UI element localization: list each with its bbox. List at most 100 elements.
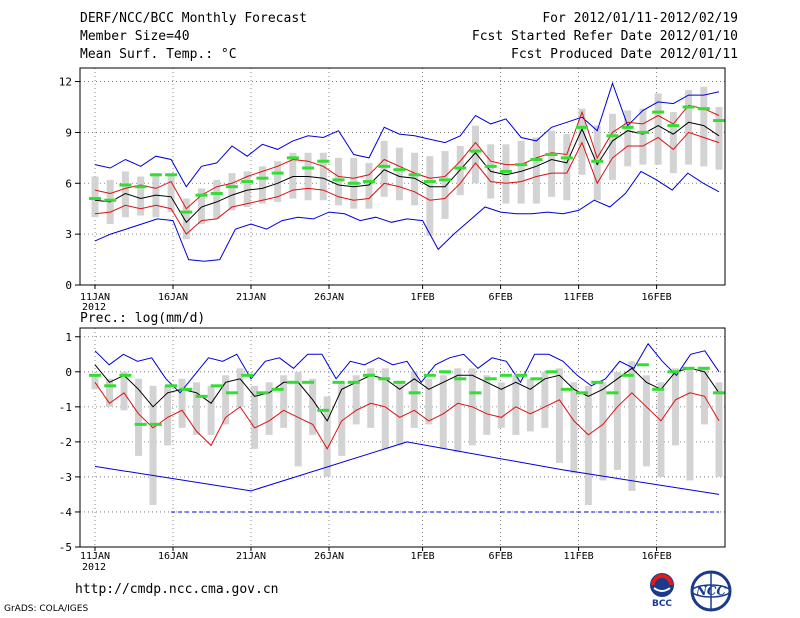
y-tick-label: 6 xyxy=(65,177,72,190)
median-marker xyxy=(332,178,345,182)
median-marker xyxy=(180,210,193,214)
median-marker xyxy=(195,394,208,398)
ensemble-box xyxy=(439,375,447,449)
median-marker xyxy=(697,366,710,370)
median-marker xyxy=(423,373,436,377)
ensemble-box xyxy=(164,385,172,446)
y-tick-label: -3 xyxy=(59,471,72,484)
x-tick-label: 11JAN xyxy=(80,292,110,303)
ensemble-box xyxy=(167,173,175,213)
bcc-logo-text: BCC xyxy=(652,599,672,609)
median-marker xyxy=(469,149,482,153)
max-line xyxy=(94,170,720,262)
median-marker xyxy=(545,370,558,374)
ensemble-box xyxy=(198,188,206,224)
x-tick-label: 1FEB xyxy=(411,292,435,303)
ensemble-box xyxy=(541,371,549,428)
median-marker xyxy=(713,119,725,123)
ensemble-box xyxy=(294,371,302,467)
precip-panel-title: Prec.: log(mm/d) xyxy=(80,311,205,326)
plot-frame xyxy=(79,327,726,548)
x-tick-label: 11FEB xyxy=(564,551,594,562)
median-marker xyxy=(195,193,208,197)
ensemble-box xyxy=(628,361,636,491)
median-marker xyxy=(697,107,710,111)
median-marker xyxy=(408,173,421,177)
ensemble-box xyxy=(178,378,186,428)
median-marker xyxy=(439,178,452,182)
ensemble-box xyxy=(280,375,288,428)
ensemble-box xyxy=(135,378,143,456)
x-tick-label: 21JAN xyxy=(236,551,266,562)
ensemble-box xyxy=(149,385,157,505)
median-marker xyxy=(165,384,178,388)
median-marker xyxy=(362,180,375,184)
ensemble-box xyxy=(593,125,601,201)
ensemble-box xyxy=(182,198,190,240)
ensemble-box xyxy=(395,147,403,201)
member-size: Member Size=40 xyxy=(80,29,190,44)
ensemble-box xyxy=(657,382,665,477)
median-marker xyxy=(591,380,604,384)
x-tick-label: 16FEB xyxy=(642,292,672,303)
y-tick-label: 9 xyxy=(65,126,72,139)
ensemble-box xyxy=(193,382,201,435)
ensemble-box xyxy=(483,375,491,435)
median-marker xyxy=(378,377,391,381)
bcc-logo-icon: BCC xyxy=(650,573,674,609)
ensemble-box xyxy=(258,166,266,204)
ensemble-box xyxy=(715,106,723,170)
median-marker xyxy=(256,391,269,395)
x-tick-label: 21JAN xyxy=(236,292,266,303)
ensemble-mean-line xyxy=(94,364,720,422)
y-tick-label: 0 xyxy=(65,366,72,379)
median-marker xyxy=(408,391,421,395)
source-url[interactable]: http://cmdp.ncc.cma.gov.cn xyxy=(75,582,279,597)
x-tick-label: 16JAN xyxy=(158,551,188,562)
x-tick-label: 26JAN xyxy=(314,551,344,562)
ensemble-box xyxy=(91,176,99,218)
ensemble-box xyxy=(121,171,129,218)
ensemble-box xyxy=(251,385,259,449)
lower-red-line xyxy=(94,131,720,235)
median-marker xyxy=(302,166,315,170)
ncc-logo-text: NCC xyxy=(695,584,727,598)
median-marker xyxy=(515,163,528,167)
plot-frame xyxy=(79,67,726,286)
ensemble-box xyxy=(410,371,418,428)
median-marker xyxy=(713,391,725,395)
median-marker xyxy=(210,191,223,195)
x-tick-label: 6FEB xyxy=(489,292,513,303)
median-marker xyxy=(332,380,345,384)
ensemble-box xyxy=(309,378,317,435)
median-marker xyxy=(134,185,147,189)
ensemble-box xyxy=(624,110,632,167)
ensemble-box xyxy=(207,385,215,435)
ensemble-box xyxy=(570,382,578,474)
median-marker xyxy=(576,391,589,395)
median-marker xyxy=(621,125,634,129)
ensemble-box xyxy=(471,125,479,184)
median-marker xyxy=(347,181,360,185)
ensemble-box xyxy=(381,368,389,449)
median-marker xyxy=(286,380,299,384)
ensemble-box xyxy=(512,375,520,435)
y-tick-label: 12 xyxy=(59,76,72,89)
median-marker xyxy=(484,377,497,381)
ensemble-box xyxy=(502,144,510,204)
ensemble-box xyxy=(548,130,556,197)
ensemble-box xyxy=(456,145,464,196)
ensemble-box xyxy=(367,368,375,428)
median-marker xyxy=(378,164,391,168)
median-marker xyxy=(89,197,101,201)
x-tick-label: 11JAN xyxy=(80,551,110,562)
ensemble-box xyxy=(584,385,592,505)
x-tick-label: 11FEB xyxy=(564,292,594,303)
median-marker xyxy=(347,380,360,384)
lower-red-line xyxy=(94,382,720,450)
ensemble-box xyxy=(526,378,534,432)
median-marker xyxy=(682,366,695,370)
ensemble-box xyxy=(639,108,647,165)
median-marker xyxy=(560,387,573,391)
